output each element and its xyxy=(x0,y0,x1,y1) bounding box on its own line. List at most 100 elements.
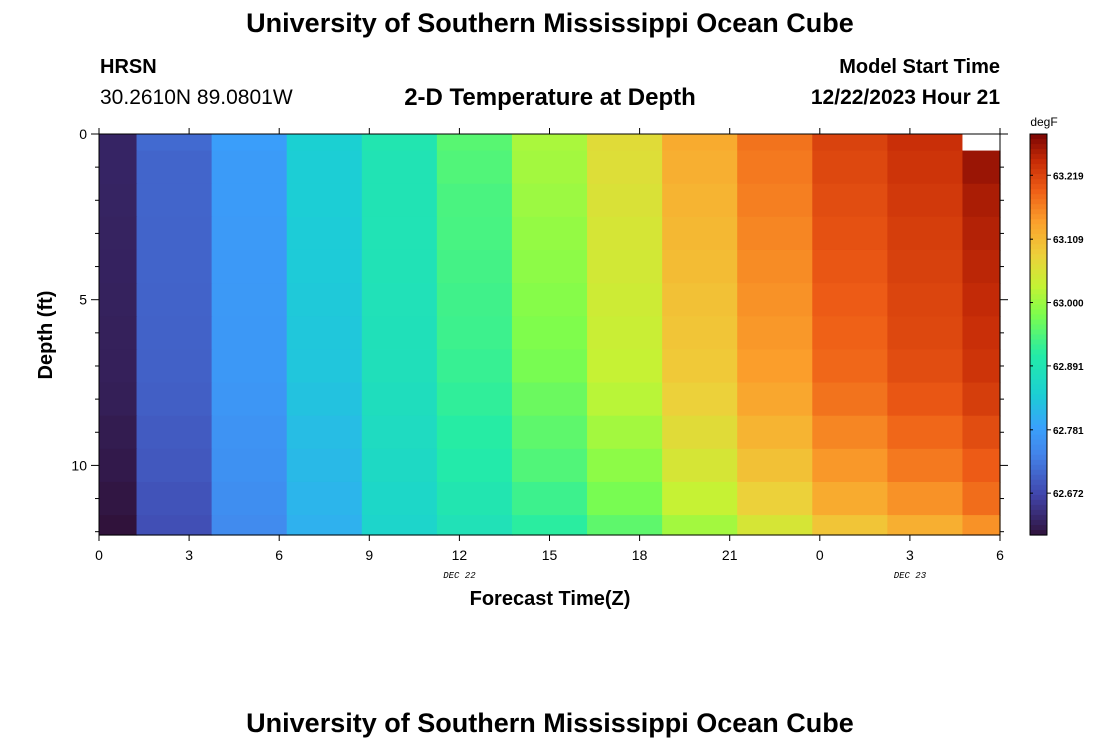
heatmap-cell xyxy=(887,515,964,536)
heatmap-cell xyxy=(662,515,738,536)
heatmap-cell xyxy=(662,382,738,417)
colorbar-segment xyxy=(1030,444,1047,451)
heatmap-cell xyxy=(286,481,363,516)
colorbar-segment xyxy=(1030,364,1047,371)
colorbar-segment xyxy=(1030,499,1047,506)
colorbar-segment xyxy=(1030,274,1047,280)
heatmap-cell xyxy=(286,415,363,450)
heatmap-cell xyxy=(511,183,588,218)
heatmap-cell xyxy=(737,150,813,185)
heatmap-cell xyxy=(511,150,588,185)
x-tick-label: 0 xyxy=(816,547,824,563)
colorbar-segment xyxy=(1030,514,1047,521)
heatmap-cell xyxy=(737,415,813,450)
colorbar-segment xyxy=(1030,309,1047,316)
x-axis-title: Forecast Time(Z) xyxy=(470,588,631,610)
heatmap-cell xyxy=(662,316,738,351)
colorbar-segment xyxy=(1030,164,1047,170)
colorbar-tick-label: 62.672 xyxy=(1053,489,1084,500)
x-tick-label: 12 xyxy=(452,547,468,563)
heatmap-cell xyxy=(286,183,363,218)
heatmap-cell xyxy=(361,283,438,317)
colorbar-segment xyxy=(1030,349,1047,356)
heatmap-cell xyxy=(887,216,964,251)
colorbar-tick-label: 63.109 xyxy=(1053,235,1084,246)
heatmap-cell xyxy=(812,134,888,152)
heatmap-cell xyxy=(587,216,663,251)
colorbar-segment xyxy=(1030,354,1047,361)
heatmap-cell xyxy=(136,249,213,284)
heatmap-cell xyxy=(812,481,888,516)
colorbar-segment xyxy=(1030,239,1047,245)
heatmap-cell xyxy=(436,316,513,351)
heatmap-cell xyxy=(286,448,363,483)
model-start-value: 12/22/2023 Hour 21 xyxy=(810,86,1000,109)
colorbar-tick-label: 63.000 xyxy=(1053,299,1084,310)
heatmap-cell xyxy=(587,283,663,317)
colorbar-frame xyxy=(1029,133,1048,536)
colorbar-segment xyxy=(1030,394,1047,401)
heatmap-cell xyxy=(211,448,288,483)
date-label: DEC 22 xyxy=(443,571,476,581)
colorbar-segment xyxy=(1030,449,1047,456)
heatmap-cell xyxy=(962,183,1001,218)
y-tick-label: 5 xyxy=(79,292,87,308)
heatmap-cell xyxy=(436,134,513,152)
heatmap-cell xyxy=(812,415,888,450)
colorbar-segment xyxy=(1030,359,1047,366)
heatmap-cell xyxy=(812,249,888,284)
heatmap-cell xyxy=(812,448,888,483)
station-name: HRSN xyxy=(100,56,157,78)
colorbar-segment xyxy=(1030,224,1047,230)
heatmap-cell xyxy=(211,481,288,516)
heatmap-cell xyxy=(962,316,1001,351)
heatmap-cell xyxy=(887,481,964,516)
colorbar-segment xyxy=(1030,249,1047,255)
heatmap-cell xyxy=(737,481,813,516)
heatmap-cell xyxy=(361,183,438,218)
colorbar-segment xyxy=(1030,294,1047,301)
colorbar-segment xyxy=(1030,414,1047,421)
colorbar-segment xyxy=(1030,509,1047,516)
colorbar-segment xyxy=(1030,369,1047,376)
heatmap-cell xyxy=(887,316,964,351)
heatmap-cell xyxy=(962,283,1001,317)
heatmap-cell xyxy=(211,134,288,152)
heatmap-cell xyxy=(962,349,1001,384)
heatmap-cell xyxy=(587,515,663,536)
heatmap-cell xyxy=(436,382,513,417)
heatmap-cell xyxy=(99,134,138,152)
colorbar-segment xyxy=(1030,454,1047,461)
heatmap-cell xyxy=(511,349,588,384)
colorbar-segment xyxy=(1030,149,1047,155)
heatmap-cell xyxy=(662,349,738,384)
colorbar-segment xyxy=(1030,299,1047,306)
colorbar-segment xyxy=(1030,199,1047,205)
heatmap-cell xyxy=(211,283,288,317)
heatmap-cell xyxy=(962,150,1001,185)
heatmap-cell xyxy=(662,134,738,152)
colorbar-segment xyxy=(1030,434,1047,441)
heatmap-cell xyxy=(737,134,813,152)
heatmap-cell xyxy=(211,249,288,284)
colorbar-segment xyxy=(1030,154,1047,160)
colorbar-tick-label: 63.219 xyxy=(1053,171,1084,182)
heatmap-cell xyxy=(812,515,888,536)
heatmap-cell xyxy=(962,216,1001,251)
heatmap-cell xyxy=(812,382,888,417)
heatmap-cell xyxy=(962,515,1001,536)
heatmap-cell xyxy=(737,349,813,384)
heatmap-cell xyxy=(511,382,588,417)
x-tick-label: 0 xyxy=(95,547,103,563)
heatmap-cell xyxy=(99,382,138,417)
heatmap-cell xyxy=(99,183,138,218)
heatmap-cell xyxy=(99,349,138,384)
heatmap-cell xyxy=(286,150,363,185)
heatmap-cell xyxy=(587,183,663,218)
heatmap-cell xyxy=(361,382,438,417)
heatmap-cell xyxy=(662,415,738,450)
colorbar-segment xyxy=(1030,339,1047,346)
colorbar-segment xyxy=(1030,139,1047,145)
heatmap-cell xyxy=(99,283,138,317)
colorbar-unit-label: degF xyxy=(1030,115,1057,129)
